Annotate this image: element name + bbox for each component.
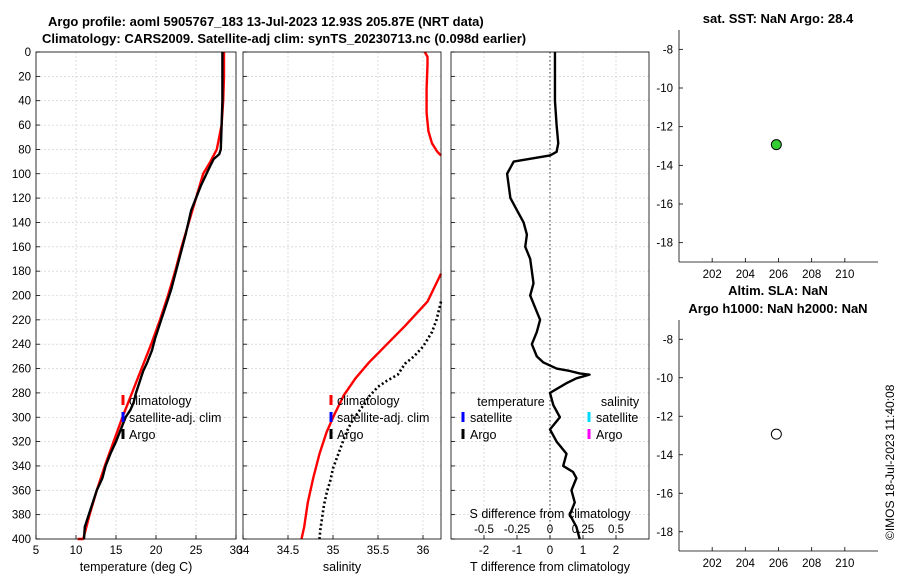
difference-s-tick-label: -0.5 (474, 524, 494, 536)
salinity-xlabel: salinity (323, 560, 362, 574)
sst_map-ytick-label: -10 (656, 83, 673, 95)
difference-s-tick-label: -0.25 (504, 524, 530, 536)
sst_map-ytick-label: -18 (656, 238, 673, 250)
difference-legend-item: satellite (470, 411, 512, 425)
figure-title-line2: Climatology: CARS2009. Satellite-adj cli… (42, 31, 527, 46)
sla_map-xtick-label: 202 (703, 558, 722, 570)
sla_map-ytick-label: -10 (656, 373, 673, 385)
sst_map-argo-position-marker (770, 139, 782, 151)
sst_map-ytick-label: -12 (656, 122, 673, 134)
difference-legend-title-salinity: salinity (601, 395, 640, 409)
temperature-xtick-label: 30 (230, 545, 243, 557)
difference-s-tick-label: 0.25 (572, 524, 594, 536)
temperature-xtick-label: 20 (150, 545, 163, 557)
difference-s-tick-label: 0.5 (608, 524, 624, 536)
temperature-ytick-label: 260 (12, 364, 31, 376)
difference-frame (450, 51, 650, 540)
sst_map-xtick-label: 202 (703, 269, 722, 281)
sla_map-ytick-label: -16 (656, 488, 673, 500)
salinity-xtick-label: 34 (237, 545, 250, 557)
temperature-ytick-label: 60 (18, 120, 31, 132)
sla_map-xtick-label: 210 (835, 558, 854, 570)
imos-timestamp-watermark: ©IMOS 18-Jul-2023 11:40:08 (883, 384, 897, 540)
sla_map-ytick-label: -14 (656, 450, 673, 462)
temperature-frame (35, 51, 237, 540)
temperature-xtick-label: 5 (33, 545, 39, 557)
temperature-legend-item: satellite-adj. clim (129, 411, 221, 425)
temperature-xtick-label: 25 (190, 545, 203, 557)
temperature-series-argo (82, 52, 224, 540)
difference-xtick-label: 2 (613, 545, 619, 557)
salinity-xtick-label: 35 (327, 545, 340, 557)
sst_map-xtick-label: 206 (769, 269, 788, 281)
difference-xlabel-salinity: S difference from climatology (470, 507, 632, 521)
difference-xtick-label: -2 (479, 545, 489, 557)
temperature-legend-item: climatology (129, 394, 192, 408)
sla_map-xtick-label: 204 (736, 558, 756, 570)
temperature-ytick-label: 280 (12, 388, 31, 400)
temperature-ytick-label: 220 (12, 315, 31, 327)
difference-legend-item: Argo (596, 428, 622, 442)
salinity-xtick-label: 35.5 (367, 545, 389, 557)
difference-xtick-label: 0 (547, 545, 553, 557)
salinity-frame (242, 51, 442, 540)
figure-title-line1: Argo profile: aoml 5905767_183 13-Jul-20… (48, 14, 484, 29)
sla-map-title: Altim. SLA: NaN (728, 283, 828, 298)
temperature-ytick-label: 20 (18, 71, 31, 83)
salinity-legend-item: Argo (337, 428, 363, 442)
sla_map-ytick-label: -12 (656, 411, 673, 423)
sla_map-xtick-label: 208 (802, 558, 821, 570)
salinity-legend-item: satellite-adj. clim (337, 411, 429, 425)
difference-legend-item: satellite (596, 411, 638, 425)
temperature-ytick-label: 300 (12, 412, 31, 424)
salinity-series-climatology (423, 51, 442, 157)
temperature-ytick-label: 380 (12, 510, 31, 522)
sst_map-xtick-label: 210 (835, 269, 854, 281)
difference-s-tick-label: 0 (547, 524, 553, 536)
temperature-ytick-label: 200 (12, 291, 31, 303)
salinity-xtick-label: 34.5 (277, 545, 299, 557)
difference-xlabel: T difference from climatology (470, 560, 631, 574)
temperature-ytick-label: 340 (12, 461, 31, 473)
salinity-legend-item: climatology (337, 394, 400, 408)
temperature-series-climatology (77, 52, 226, 541)
sst_map-xtick-label: 208 (802, 269, 821, 281)
temperature-legend-item: Argo (129, 428, 155, 442)
sst_map-xtick-label: 204 (736, 269, 756, 281)
temperature-ytick-label: 360 (12, 485, 31, 497)
temperature-ytick-label: 100 (12, 169, 31, 181)
salinity-series-climatology (300, 273, 443, 540)
temperature-ytick-label: 40 (18, 96, 31, 108)
sla_map-ytick-label: -18 (656, 527, 673, 539)
salinity-xtick-label: 36 (417, 545, 430, 557)
temperature-ytick-label: 180 (12, 266, 31, 278)
difference-xtick-label: -1 (512, 545, 522, 557)
salinity-series-argo (318, 301, 443, 540)
temperature-ytick-label: 140 (12, 217, 31, 229)
temperature-ytick-label: 80 (18, 144, 31, 156)
difference-series-argo-t-diff (505, 52, 591, 540)
sla_map-xtick-label: 206 (769, 558, 788, 570)
sla_map-ytick-label: -8 (663, 334, 673, 346)
temperature-ytick-label: 400 (12, 534, 31, 546)
sla-map-subtitle: Argo h1000: NaN h2000: NaN (688, 301, 867, 316)
sla_map-argo-position-marker (770, 428, 782, 440)
temperature-xtick-label: 10 (70, 545, 83, 557)
difference-legend-item: Argo (470, 428, 496, 442)
temperature-ytick-label: 160 (12, 242, 31, 254)
sst_map-ytick-label: -8 (663, 44, 673, 56)
sst_map-ytick-label: -14 (656, 160, 673, 172)
temperature-ytick-label: 320 (12, 437, 31, 449)
difference-legend-title-temperature: temperature (477, 395, 544, 409)
temperature-ytick-label: 0 (25, 47, 31, 59)
temperature-xtick-label: 15 (110, 545, 123, 557)
temperature-xlabel: temperature (deg C) (80, 560, 193, 574)
temperature-ytick-label: 240 (12, 339, 31, 351)
sst_map-ytick-label: -16 (656, 199, 673, 211)
temperature-ytick-label: 120 (12, 193, 31, 205)
difference-xtick-label: 1 (580, 545, 586, 557)
sst-map-title: sat. SST: NaN Argo: 28.4 (703, 11, 854, 26)
